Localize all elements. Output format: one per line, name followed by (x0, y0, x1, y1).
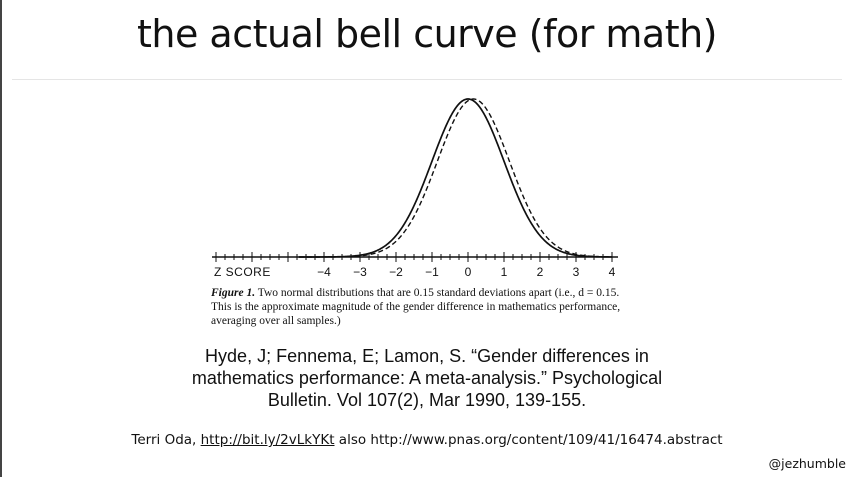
citation-line-3: Bulletin. Vol 107(2), Mar 1990, 139-155. (267, 390, 587, 410)
x-tick-label: −1 (425, 265, 439, 279)
credits-pnas-url: http://www.pnas.org/content/109/41/16474… (370, 432, 723, 448)
figure-label: Figure 1. (211, 287, 256, 299)
x-tick-label: −3 (353, 265, 367, 279)
title-divider (12, 79, 842, 80)
credits-author: Terri Oda, (131, 432, 201, 448)
slide-title: the actual bell curve (for math) (136, 12, 718, 56)
curve-dashed (298, 98, 612, 258)
citation: Hyde, J; Fennema, E; Lamon, S. “Gender d… (160, 345, 694, 411)
credits-also: also (334, 432, 371, 448)
credits-line: Terri Oda, http://bit.ly/2vLkYKt also ht… (0, 432, 854, 448)
citation-line-1: Hyde, J; Fennema, E; Lamon, S. “Gender d… (205, 346, 649, 366)
citation-line-2: mathematics performance: A meta-analysis… (191, 368, 663, 388)
x-tick-label: 0 (465, 265, 472, 279)
author-handle: @jezhumble (768, 456, 846, 471)
slide-left-edge (0, 0, 2, 477)
credits-short-link[interactable]: http://bit.ly/2vLkYKt (200, 432, 335, 448)
figure-caption: Figure 1. Two normal distributions that … (211, 286, 631, 328)
x-tick-label: 2 (537, 265, 544, 279)
figure-caption-text: Two normal distributions that are 0.15 s… (211, 287, 621, 327)
x-tick-label: 1 (501, 265, 508, 279)
x-tick-label: −4 (317, 265, 331, 279)
curve-solid (298, 98, 613, 258)
x-tick-label: 4 (609, 265, 616, 279)
x-tick-label: −2 (389, 265, 403, 279)
x-axis-title: Z SCORE (214, 265, 271, 279)
x-tick-label: 3 (573, 265, 580, 279)
bell-curve-chart: Z SCORE −4 −3 −2 −1 0 1 2 3 4 (212, 98, 618, 279)
